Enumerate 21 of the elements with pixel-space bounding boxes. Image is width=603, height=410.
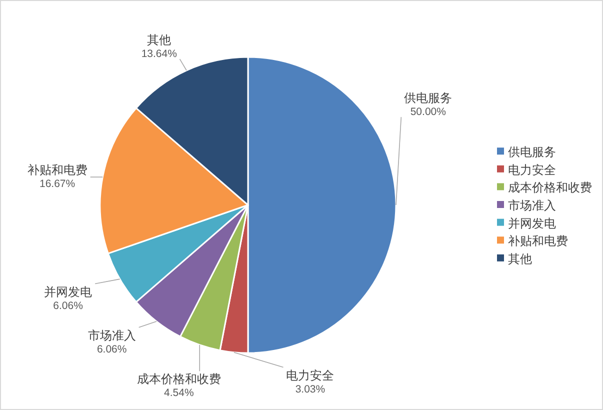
- legend-label: 市场准入: [508, 198, 556, 212]
- legend-label: 成本价格和收费: [508, 180, 592, 195]
- slice-label: 其他: [147, 33, 172, 48]
- data-label: 6.06%: [53, 300, 83, 312]
- legend-label: 补贴和电费: [508, 234, 568, 248]
- data-label: 13.64%: [141, 48, 177, 60]
- data-label: 4.54%: [164, 387, 194, 400]
- data-label: 50.00%: [410, 106, 446, 118]
- legend-label: 并网发电: [508, 216, 556, 230]
- slice-label: 并网发电: [44, 284, 92, 299]
- data-label: 3.03%: [295, 383, 326, 396]
- data-label: 6.06%: [96, 343, 127, 356]
- slice-label: 成本价格和收费: [136, 372, 221, 386]
- legend-label: 其他: [508, 252, 532, 266]
- slice-label: 补贴和电费: [27, 163, 88, 178]
- legend-label: 电力安全: [508, 162, 556, 177]
- slice-label: 供电服务: [404, 91, 452, 106]
- slice-label: 市场准入: [88, 328, 136, 342]
- data-label: 16.67%: [40, 178, 76, 190]
- legend-label: 供电服务: [508, 145, 556, 160]
- slice-label: 电力安全: [286, 368, 334, 382]
